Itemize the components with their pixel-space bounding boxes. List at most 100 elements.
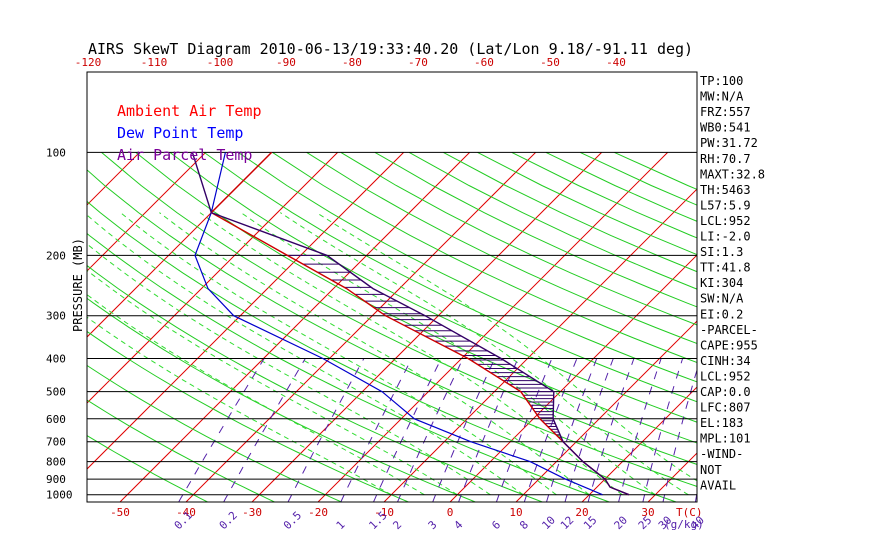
mixing-ratio-label: 6 — [489, 518, 503, 532]
mixing-ratio-unit-label: (g/kg) — [664, 518, 704, 531]
moist-adiabat-line — [240, 212, 656, 496]
mixing-ratio-line — [223, 358, 306, 502]
y-axis-label: PRESSURE (MB) — [71, 238, 85, 332]
mixing-ratio-line — [564, 358, 614, 502]
index-value: MAXT:32.8 — [700, 167, 765, 181]
index-value: LFC:807 — [700, 401, 751, 415]
mixing-ratio-line — [587, 358, 635, 502]
dry-adiabat-line — [238, 151, 697, 383]
mixing-ratio-label: 0.2 — [217, 509, 240, 532]
index-value: L57:5.9 — [700, 198, 751, 212]
dry-adiabat-line — [169, 152, 697, 423]
moist-adiabat-line — [280, 212, 689, 496]
top-temp-tick-label: -80 — [342, 56, 362, 69]
index-value: TP:100 — [700, 74, 743, 88]
moist-adiabat-line — [87, 316, 392, 496]
mixing-ratio-line — [287, 358, 365, 502]
index-value: TT:41.8 — [700, 261, 751, 275]
moist-adiabat-line — [120, 212, 557, 496]
dry-adiabat-line — [87, 399, 275, 502]
mixing-ratio-line — [546, 358, 598, 502]
dry-adiabat-line — [101, 152, 697, 465]
dry-adiabat-line — [87, 169, 697, 487]
moist-adiabat-line — [87, 269, 458, 496]
mixing-ratio-line — [458, 358, 519, 502]
isotherm-line — [449, 254, 697, 502]
isotherm-line — [87, 151, 338, 404]
series-line — [210, 151, 630, 496]
moist-adiabat-line — [87, 214, 524, 496]
dry-adiabat-line — [340, 151, 697, 326]
legend-entry: Ambient Air Temp — [117, 102, 262, 120]
mixing-ratio-line — [618, 358, 662, 502]
pressure-tick-label: 500 — [46, 386, 66, 399]
mixing-ratio-line — [432, 358, 496, 502]
mixing-ratio-label: 20 — [612, 514, 631, 533]
temp-unit-label: T(C) — [676, 506, 703, 519]
isotherm-line — [846, 152, 870, 502]
isotherm-line — [87, 151, 404, 470]
mixing-ratio-label: 10 — [539, 514, 558, 533]
moist-adiabat-line — [87, 243, 491, 496]
bottom-temp-tick-label: -10 — [374, 506, 394, 519]
top-temp-tick-label: -90 — [276, 56, 296, 69]
mixing-ratio-line — [373, 358, 442, 502]
index-value: -WIND- — [700, 447, 743, 461]
index-value: -PARCEL- — [700, 323, 758, 337]
legend-entry: Air Parcel Temp — [117, 146, 252, 164]
pressure-tick-label: 1000 — [46, 489, 73, 502]
top-temp-tick-label: -60 — [474, 56, 494, 69]
index-value: TH:5463 — [700, 183, 751, 197]
isotherm-line — [515, 320, 697, 502]
bottom-temp-tick-label: 20 — [575, 506, 588, 519]
bottom-temp-tick-label: -30 — [242, 506, 262, 519]
dry-adiabat-line — [87, 434, 208, 502]
index-value: MPL:101 — [700, 432, 751, 446]
moist-adiabat-line — [316, 212, 697, 482]
pressure-tick-label: 300 — [46, 310, 66, 323]
pressure-tick-label: 700 — [46, 436, 66, 449]
index-value: LCL:952 — [700, 369, 751, 383]
isotherm-line — [317, 151, 669, 502]
isotherm-line — [87, 151, 140, 206]
legend-entry: Dew Point Temp — [117, 124, 243, 142]
dry-adiabat-line — [306, 151, 697, 345]
dry-adiabat-line — [272, 151, 697, 364]
mixing-ratio-line — [495, 358, 553, 502]
mixing-ratio-label: 0.5 — [281, 509, 304, 532]
bottom-temp-tick-label: -50 — [110, 506, 130, 519]
pressure-tick-label: 400 — [46, 352, 66, 365]
index-value: LCL:952 — [700, 214, 751, 228]
index-value: EI:0.2 — [700, 307, 743, 321]
dry-adiabat-line — [87, 264, 543, 502]
index-value: MW:N/A — [700, 90, 744, 104]
moist-adiabat-line — [87, 294, 425, 496]
index-value: RH:70.7 — [700, 152, 751, 166]
mixing-ratio-label: 3 — [426, 518, 440, 532]
mixing-ratio-line — [642, 358, 684, 502]
index-value: SI:1.3 — [700, 245, 743, 259]
index-value: AVAIL — [700, 478, 736, 492]
dry-adiabat-line — [87, 232, 610, 502]
dry-adiabat-line — [203, 151, 697, 403]
index-value: WB0:541 — [700, 121, 751, 135]
top-temp-tick-label: -40 — [606, 56, 626, 69]
dry-adiabat-line — [87, 200, 677, 502]
pressure-tick-label: 100 — [46, 146, 66, 159]
mixing-ratio-label: 4 — [452, 518, 466, 532]
bottom-temp-tick-label: -40 — [176, 506, 196, 519]
plot-frame — [86, 71, 698, 503]
mixing-ratio-line — [662, 368, 697, 502]
dry-adiabat-line — [87, 364, 342, 502]
pressure-tick-label: 800 — [46, 456, 66, 469]
index-value: CAPE:955 — [700, 338, 758, 352]
index-value: CINH:34 — [700, 354, 751, 368]
series-line — [191, 152, 630, 496]
top-temp-tick-label: -120 — [75, 56, 102, 69]
series-line — [194, 152, 603, 496]
isotherm-line — [0, 152, 8, 502]
mixing-ratio-label: 12 — [558, 514, 577, 533]
mixing-ratio-line — [340, 358, 413, 502]
